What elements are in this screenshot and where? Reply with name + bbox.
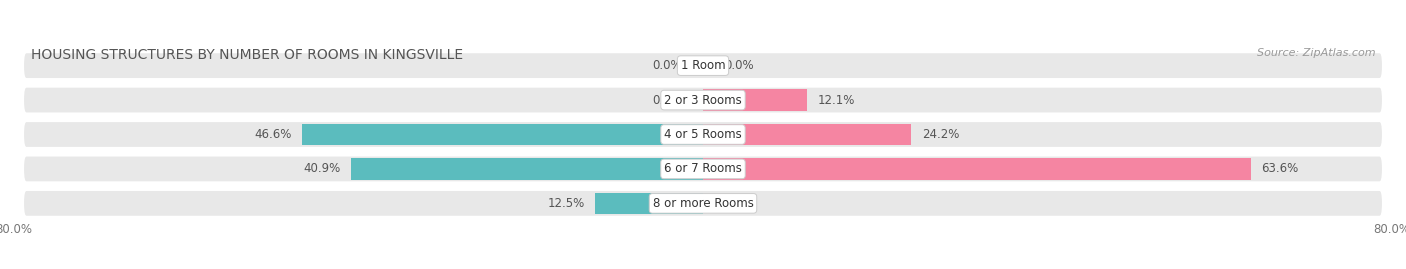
Bar: [703, 158, 1251, 180]
Bar: [595, 193, 703, 214]
FancyBboxPatch shape: [22, 155, 1384, 183]
Text: 24.2%: 24.2%: [922, 128, 959, 141]
Text: 0.0%: 0.0%: [652, 94, 682, 107]
Text: 1 Room: 1 Room: [681, 59, 725, 72]
Legend: Owner-occupied, Renter-occupied: Owner-occupied, Renter-occupied: [574, 264, 832, 269]
Text: Source: ZipAtlas.com: Source: ZipAtlas.com: [1257, 48, 1375, 58]
Bar: [350, 158, 703, 180]
Bar: [703, 89, 807, 111]
Text: 8 or more Rooms: 8 or more Rooms: [652, 197, 754, 210]
Text: 63.6%: 63.6%: [1261, 162, 1298, 175]
Text: 4 or 5 Rooms: 4 or 5 Rooms: [664, 128, 742, 141]
Text: 6 or 7 Rooms: 6 or 7 Rooms: [664, 162, 742, 175]
FancyBboxPatch shape: [22, 190, 1384, 217]
Text: 46.6%: 46.6%: [254, 128, 291, 141]
Text: 0.0%: 0.0%: [724, 197, 754, 210]
Text: 2 or 3 Rooms: 2 or 3 Rooms: [664, 94, 742, 107]
Text: 40.9%: 40.9%: [304, 162, 340, 175]
Bar: [703, 124, 911, 145]
Text: HOUSING STRUCTURES BY NUMBER OF ROOMS IN KINGSVILLE: HOUSING STRUCTURES BY NUMBER OF ROOMS IN…: [31, 48, 463, 62]
Text: 12.1%: 12.1%: [817, 94, 855, 107]
Bar: [302, 124, 703, 145]
FancyBboxPatch shape: [22, 86, 1384, 114]
Text: 12.5%: 12.5%: [548, 197, 585, 210]
FancyBboxPatch shape: [22, 121, 1384, 148]
FancyBboxPatch shape: [22, 52, 1384, 79]
Text: 0.0%: 0.0%: [724, 59, 754, 72]
Text: 0.0%: 0.0%: [652, 59, 682, 72]
